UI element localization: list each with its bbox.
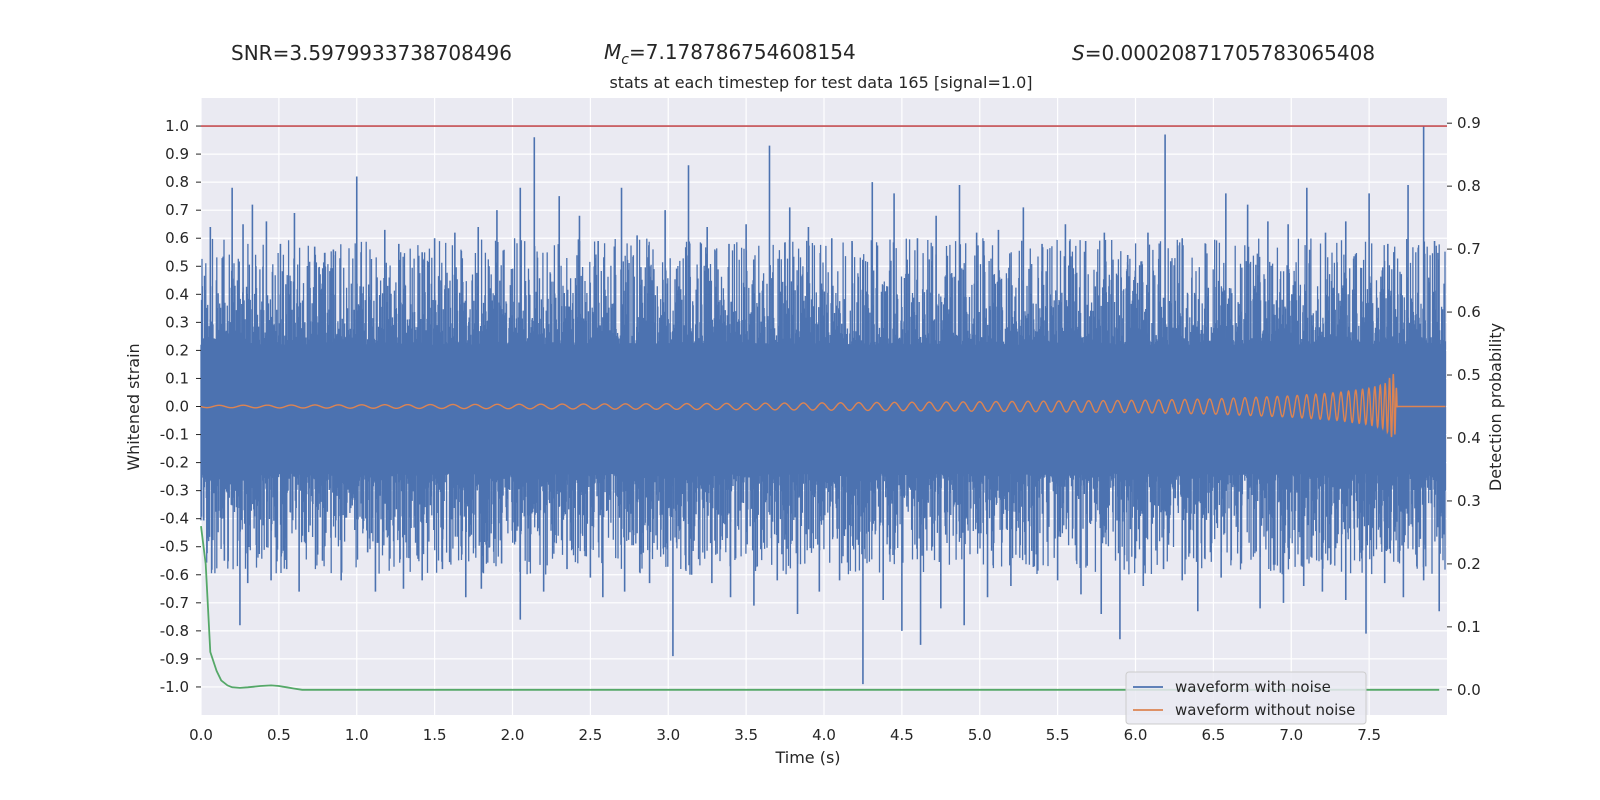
snr-value: 3.5979933738708496 — [289, 41, 513, 65]
y2-tick-label: 0.8 — [1457, 177, 1481, 195]
y-tick-label: -0.9 — [160, 650, 189, 668]
y-tick-label: 0.3 — [165, 313, 189, 331]
s-readout: S=0.00020871705783065408 — [1072, 41, 1376, 65]
y-tick-label: -0.8 — [160, 622, 189, 640]
x-tick-label: 3.5 — [734, 726, 758, 744]
snr-readout: SNR=3.5979933738708496 — [231, 41, 513, 65]
legend-label: waveform without noise — [1175, 701, 1355, 719]
y-tick-label: -0.6 — [160, 566, 189, 584]
x-tick-label: 0.0 — [189, 726, 213, 744]
y2-tick-label: 0.2 — [1457, 555, 1481, 573]
y-tick-label: 0.6 — [165, 229, 189, 247]
x-tick-label: 4.0 — [812, 726, 836, 744]
y-tick-label: 1.0 — [165, 117, 189, 135]
y-tick-label: 0.4 — [165, 285, 189, 303]
chirp-mass-value: 7.178786754608154 — [645, 40, 856, 64]
y2-tick-label: 0.5 — [1457, 366, 1481, 384]
chirp-mass-readout: Mc=7.178786754608154 — [604, 40, 856, 68]
snr-label: SNR — [231, 41, 273, 65]
y2-axis-label: Detection probability — [1486, 323, 1505, 491]
chirp-mass-subscript: c — [621, 52, 629, 68]
y-axis-ticks: 1.0 0.9 0.8 0.7 0.6 0.5 0.4 0.3 0.2 0.1 0.0 -0.1 -0.… — [160, 117, 201, 696]
y2-tick-label: 0.4 — [1457, 429, 1481, 447]
x-tick-label: 7.5 — [1357, 726, 1381, 744]
chart-title: stats at each timestep for test data 165… — [609, 73, 1032, 92]
y-tick-label: -1.0 — [160, 678, 189, 696]
series-detection-probability — [200, 525, 1440, 691]
y2-tick-label: 0.1 — [1457, 618, 1481, 636]
x-tick-label: 4.5 — [890, 726, 914, 744]
legend-box — [1125, 671, 1367, 725]
signal-line — [200, 373, 1446, 438]
series-waveform-with-noise — [200, 126, 1447, 685]
series-waveform-without-noise — [200, 373, 1446, 438]
x-tick-label: 0.5 — [267, 726, 291, 744]
x-tick-label: 1.0 — [345, 726, 369, 744]
x-tick-label: 5.0 — [968, 726, 992, 744]
chirp-mass-symbol: M — [604, 40, 622, 64]
y-tick-label: 0.7 — [165, 201, 189, 219]
s-symbol: S — [1072, 41, 1085, 65]
y-tick-label: 0.2 — [165, 341, 189, 359]
legend: waveform with noise waveform without nois… — [1125, 671, 1367, 725]
y-tick-label: 0.1 — [165, 369, 189, 387]
x-tick-label: 5.5 — [1046, 726, 1070, 744]
y-axis-label: Whitened strain — [124, 343, 143, 470]
y2-tick-label: 0.9 — [1457, 114, 1481, 132]
legend-label: waveform with noise — [1175, 678, 1331, 696]
y-tick-label: -0.2 — [160, 454, 189, 472]
y2-axis-ticks: 0.9 0.8 0.7 0.6 0.5 0.4 0.3 0.2 0.1 0.0 — [1447, 114, 1481, 699]
y2-tick-label: 0.3 — [1457, 492, 1481, 510]
y-tick-label: -0.1 — [160, 426, 189, 444]
y-tick-label: 0.5 — [165, 257, 189, 275]
y2-tick-label: 0.7 — [1457, 240, 1481, 258]
s-value: 0.00020871705783065408 — [1101, 41, 1376, 65]
x-tick-label: 2.0 — [501, 726, 525, 744]
y2-tick-label: 0.6 — [1457, 303, 1481, 321]
y2-tick-label: 0.0 — [1457, 681, 1481, 699]
y-tick-label: -0.3 — [160, 482, 189, 500]
x-axis-ticks: 0.0 0.5 1.0 1.5 2.0 2.5 3.0 3.5 4.0 4.5 5.0 5.5 6.0 6… — [189, 726, 1381, 744]
x-tick-label: 1.5 — [423, 726, 447, 744]
x-tick-label: 6.5 — [1201, 726, 1225, 744]
y-tick-label: 0.9 — [165, 145, 189, 163]
x-axis-label: Time (s) — [774, 748, 840, 767]
x-tick-label: 7.0 — [1279, 726, 1303, 744]
y-tick-label: -0.4 — [160, 510, 189, 528]
x-tick-label: 6.0 — [1124, 726, 1148, 744]
y-tick-label: -0.5 — [160, 538, 189, 556]
probability-line — [200, 525, 1440, 691]
y-tick-label: 0.8 — [165, 173, 189, 191]
y-tick-label: -0.7 — [160, 594, 189, 612]
y-tick-label: 0.0 — [165, 398, 189, 416]
x-tick-label: 2.5 — [578, 726, 602, 744]
x-tick-label: 3.0 — [656, 726, 680, 744]
